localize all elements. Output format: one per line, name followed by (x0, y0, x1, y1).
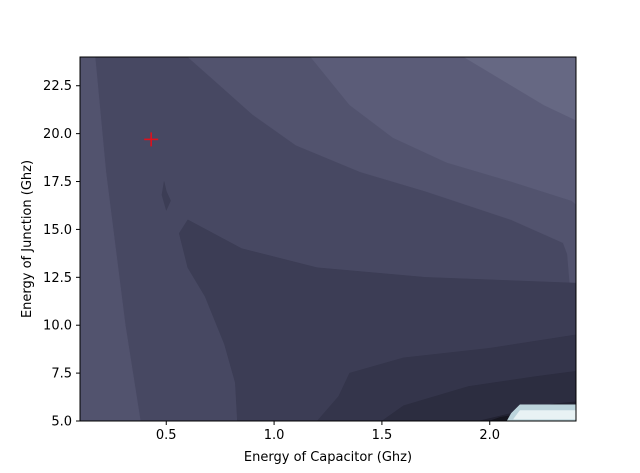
y-tick-label: 12.5 (43, 271, 72, 286)
y-tick-label: 5.0 (51, 415, 72, 430)
x-axis: 0.5 1.0 1.5 2.0 (156, 421, 500, 443)
contour-region-3 (310, 57, 576, 205)
x-tick-label: 1.0 (264, 428, 285, 443)
contour-region-12 (513, 410, 576, 420)
contour-region-6 (161, 181, 171, 212)
y-tick-label: 15.0 (43, 223, 72, 238)
x-tick-label: 2.0 (479, 428, 500, 443)
x-axis-label: Energy of Capacitor (Ghz) (244, 450, 412, 465)
y-axis-label: Energy of Junction (Ghz) (20, 160, 35, 318)
x-tick-label: 1.5 (372, 428, 393, 443)
y-axis: 5.0 7.5 10.0 12.5 15.0 17.5 20.0 22.5 (43, 79, 80, 430)
y-tick-label: 17.5 (43, 175, 72, 190)
contour-regions (80, 57, 576, 421)
y-tick-label: 10.0 (43, 319, 72, 334)
y-tick-label: 20.0 (43, 127, 72, 142)
contour-region-4 (463, 57, 576, 121)
contour-region-1 (80, 57, 141, 421)
y-tick-label: 22.5 (43, 79, 72, 94)
y-tick-label: 7.5 (51, 367, 72, 382)
plot-frame (79, 56, 577, 422)
optimum-marker (144, 132, 159, 147)
x-tick-label: 0.5 (156, 428, 177, 443)
